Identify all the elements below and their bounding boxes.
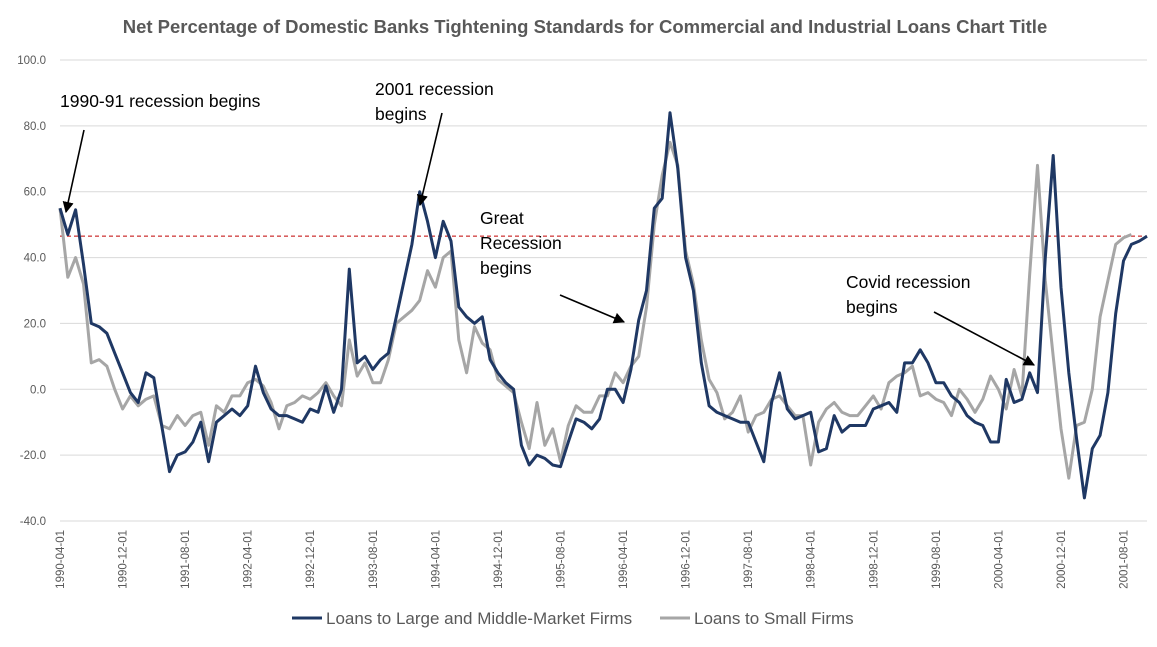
x-tick-label: 1996-12-01 [681,530,693,589]
x-axis-ticks: 1990-04-01 1990-12-01 1991-08-01 1992-04-01… [55,530,1131,589]
annotation-text: Recession [480,233,562,253]
annotation-text: Covid recession [846,272,971,292]
x-tick-label: 1997-08-01 [743,530,755,589]
series-lines [58,111,1148,500]
annotation-arrow [62,129,85,214]
legend-label-0: Loans to Large and Middle-Market Firms [326,609,632,628]
x-tick-label: 2000-12-01 [1056,530,1068,589]
x-tick-label: 1990-04-01 [55,530,67,589]
series-line-0 [58,111,1148,500]
y-tick-label: -40.0 [20,516,46,528]
x-tick-label: 1990-12-01 [118,530,130,589]
x-tick-label: 2000-04-01 [993,530,1005,589]
annotations: 1990-91 recession begins 2001 recession be… [60,79,1035,366]
y-tick-label: 80.0 [24,121,46,133]
x-tick-label: 1992-12-01 [305,530,317,589]
x-tick-label: 1995-08-01 [555,530,567,589]
annotation-text: begins [846,297,898,317]
x-tick-label: 1993-08-01 [368,530,380,589]
legend[interactable]: Loans to Large and Middle-Market Firms Lo… [292,609,854,628]
annotation-text: 1990-91 recession begins [60,91,261,111]
gridlines [60,59,1147,522]
x-tick-label: 1991-08-01 [180,530,192,589]
x-tick-label: 1998-04-01 [806,530,818,589]
x-tick-label: 1998-12-01 [868,530,880,589]
y-tick-label: 100.0 [17,55,46,67]
legend-label-1: Loans to Small Firms [694,609,854,628]
annotation-text: 2001 recession [375,79,494,99]
y-tick-label: 0.0 [30,384,46,396]
x-tick-label: 2001-08-01 [1119,530,1131,589]
annotation-arrow [416,112,443,207]
x-tick-label: 1999-08-01 [931,530,943,589]
annotation-text: begins [375,104,427,124]
y-axis-ticks: 100.0 80.0 60.0 40.0 20.0 0.0 -20.0 -40.0 [17,55,46,528]
annotation-arrow [933,311,1035,366]
annotation-text: begins [480,258,532,278]
series-line-1 [58,140,1132,480]
y-tick-label: -20.0 [20,450,46,462]
y-tick-label: 40.0 [24,253,46,265]
y-tick-label: 20.0 [24,318,46,330]
chart-title: Net Percentage of Domestic Banks Tighten… [122,16,1048,37]
x-tick-label: 1992-04-01 [243,530,255,589]
annotation-arrow [559,294,626,324]
annotation-text: Great [480,208,524,228]
x-tick-label: 1994-12-01 [493,530,505,589]
x-tick-label: 1996-04-01 [618,530,630,589]
x-tick-label: 1994-04-01 [430,530,442,589]
y-tick-label: 60.0 [24,187,46,199]
